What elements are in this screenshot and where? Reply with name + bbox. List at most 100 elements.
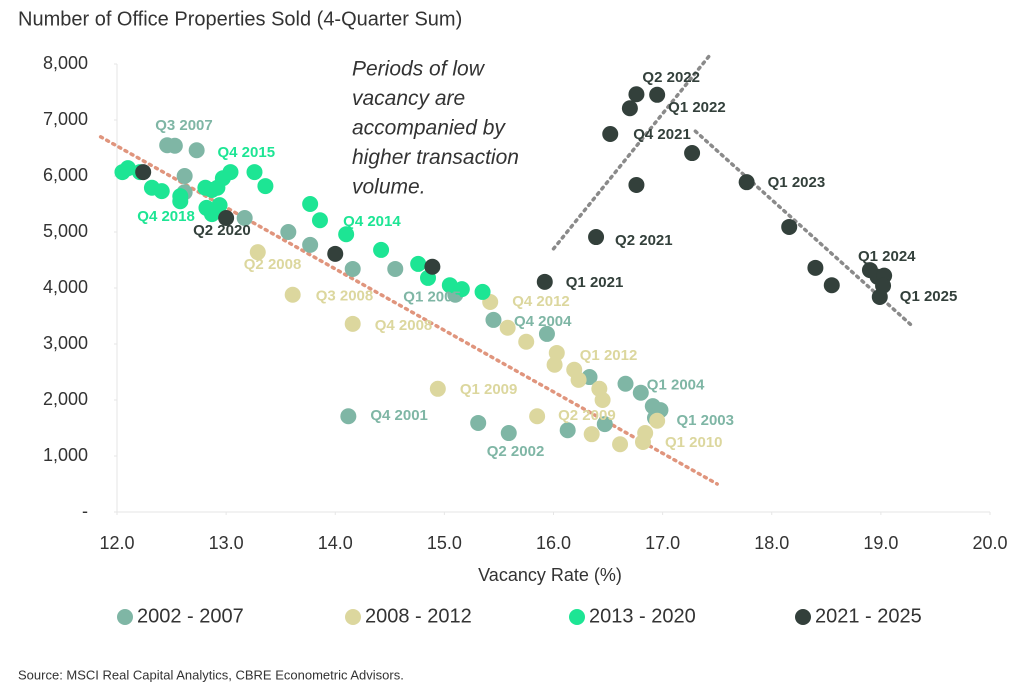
point-label: Q1 2023 [768, 174, 826, 191]
data-point [135, 164, 152, 181]
data-point [246, 164, 263, 181]
legend-label: 2021 - 2025 [815, 605, 922, 627]
point-label: Q4 2004 [514, 313, 572, 330]
data-point [410, 255, 427, 272]
x-tick-label: 18.0 [754, 533, 789, 553]
data-point [387, 260, 404, 277]
point-label: Q1 2021 [566, 274, 624, 291]
point-label: Q2 2008 [244, 256, 302, 273]
data-point [781, 218, 798, 235]
data-point [373, 241, 390, 258]
data-point [424, 258, 441, 275]
point-label: Q2 2021 [615, 232, 673, 249]
data-point [684, 145, 701, 162]
annotation-text: higher transaction [352, 146, 519, 169]
x-axis-title: Vacancy Rate (%) [478, 565, 622, 585]
data-point [441, 277, 458, 294]
annotation-text: vacancy are [352, 87, 465, 110]
point-label: Q1 2010 [665, 434, 723, 451]
legend-label: 2008 - 2012 [365, 605, 472, 627]
data-point [594, 392, 611, 408]
point-label: Q4 2012 [512, 293, 570, 310]
x-tick-label: 17.0 [645, 533, 680, 553]
y-tick-label: 1,000 [43, 445, 88, 465]
data-point [327, 245, 344, 262]
x-tick-label: 12.0 [99, 533, 134, 553]
point-label: Q4 2018 [137, 208, 195, 225]
y-tick-label: 6,000 [43, 165, 88, 185]
data-point [211, 197, 228, 214]
annotation-text: Periods of low [352, 58, 486, 81]
data-point [429, 380, 446, 397]
data-point [628, 86, 645, 103]
x-tick-label: 20.0 [972, 533, 1007, 553]
data-point [499, 319, 516, 336]
point-label: Q2 2020 [193, 222, 251, 239]
legend-marker [345, 609, 361, 625]
data-point [518, 333, 535, 350]
trend-line [551, 51, 714, 251]
x-tick-label: 15.0 [427, 533, 462, 553]
data-point [257, 178, 274, 195]
legend-marker [117, 609, 133, 625]
data-point [632, 384, 649, 401]
point-label: Q2 2009 [558, 407, 616, 424]
data-point [529, 408, 546, 425]
y-tick-label: 8,000 [43, 53, 88, 73]
x-tick-label: 14.0 [318, 533, 353, 553]
point-label: Q3 2007 [155, 117, 213, 134]
point-label: Q1 2004 [647, 377, 705, 394]
source-note: Source: MSCI Real Capital Analytics, CBR… [18, 667, 404, 682]
legend-label: 2013 - 2020 [589, 605, 696, 627]
data-point [302, 236, 319, 253]
annotation-text: volume. [352, 176, 426, 199]
y-tick-label: 2,000 [43, 389, 88, 409]
y-tick-label: 7,000 [43, 109, 88, 129]
chart-title: Number of Office Properties Sold (4-Quar… [18, 8, 462, 30]
y-tick-label: 5,000 [43, 221, 88, 241]
point-label: Q1 2024 [858, 248, 916, 265]
data-point [500, 425, 517, 442]
data-point [176, 168, 193, 184]
data-point [340, 408, 357, 425]
point-label: Q3 2008 [316, 288, 374, 305]
data-point [485, 311, 502, 328]
point-label: Q2 2022 [642, 69, 700, 86]
data-point [583, 426, 600, 443]
data-point [222, 164, 239, 181]
point-label: Q1 2003 [676, 412, 734, 429]
data-point [738, 174, 755, 191]
point-label: Q1 2005 [403, 289, 461, 306]
data-point [338, 226, 355, 243]
data-point [311, 212, 328, 229]
data-point [570, 371, 587, 388]
point-label: Q1 2009 [460, 381, 518, 398]
data-point [470, 414, 487, 431]
legend-label: 2002 - 2007 [137, 605, 244, 627]
data-point [280, 224, 297, 240]
data-point [649, 86, 666, 103]
data-point [823, 277, 840, 294]
data-point [344, 260, 361, 277]
data-point [218, 210, 235, 226]
point-label: Q4 2015 [217, 144, 275, 161]
data-point [166, 137, 183, 154]
data-point [596, 416, 613, 433]
point-label: Q1 2012 [580, 347, 638, 364]
point-label: Q4 2001 [370, 407, 428, 424]
point-label: Q4 2021 [633, 126, 691, 143]
point-label: Q4 2014 [343, 213, 401, 230]
data-point [588, 229, 605, 246]
data-point [172, 193, 189, 210]
data-point [153, 183, 170, 200]
data-point [628, 176, 645, 193]
x-tick-label: 19.0 [863, 533, 898, 553]
data-point [546, 356, 563, 373]
data-point [344, 315, 361, 332]
data-point [284, 286, 301, 303]
data-point [249, 244, 266, 261]
x-tick-label: 13.0 [209, 533, 244, 553]
data-point [119, 160, 136, 177]
data-point [236, 210, 253, 226]
data-point [474, 283, 491, 300]
